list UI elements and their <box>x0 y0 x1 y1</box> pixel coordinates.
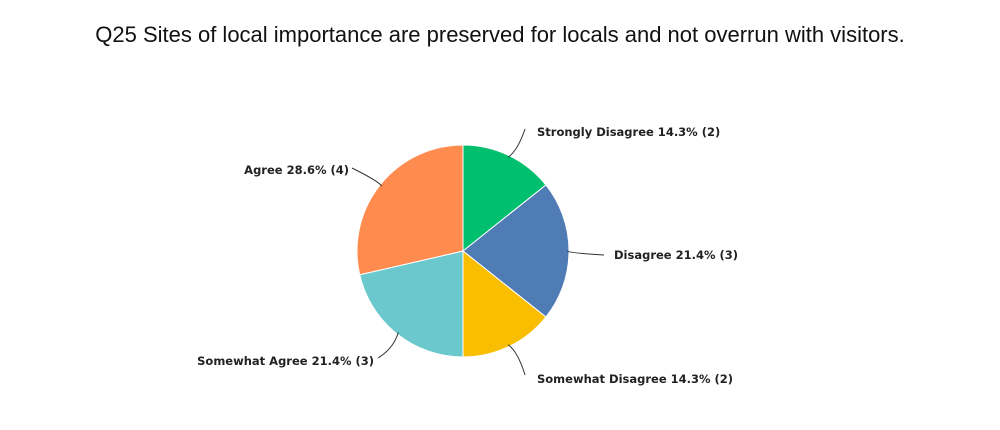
pie-slice-strongly-disagree <box>462 144 547 253</box>
pie-slice-somewhat-agree <box>359 250 464 358</box>
slice-label-strongly-disagree: Strongly Disagree 14.3% (2) <box>537 125 720 139</box>
leader-line-disagree <box>566 250 605 256</box>
leader-line-agree <box>351 167 383 187</box>
pie-slice-disagree <box>462 184 570 318</box>
slice-label-disagree: Disagree 21.4% (3) <box>614 248 738 262</box>
pie-slice-agree <box>356 144 464 276</box>
leader-lines <box>351 128 605 376</box>
leader-line-somewhat-agree <box>377 332 399 359</box>
pie-slice-somewhat-disagree <box>462 249 547 358</box>
slice-label-somewhat-agree: Somewhat Agree 21.4% (3) <box>197 354 374 368</box>
leader-line-somewhat-disagree <box>507 344 526 376</box>
slice-label-somewhat-disagree: Somewhat Disagree 14.3% (2) <box>537 372 733 386</box>
pie-slices <box>356 144 570 358</box>
chart-title: Q25 Sites of local importance are preser… <box>95 22 905 47</box>
slice-labels: Strongly Disagree 14.3% (2) Disagree 21.4… <box>197 125 738 386</box>
leader-line-strongly-disagree <box>507 128 526 158</box>
slice-label-agree: Agree 28.6% (4) <box>244 163 349 177</box>
